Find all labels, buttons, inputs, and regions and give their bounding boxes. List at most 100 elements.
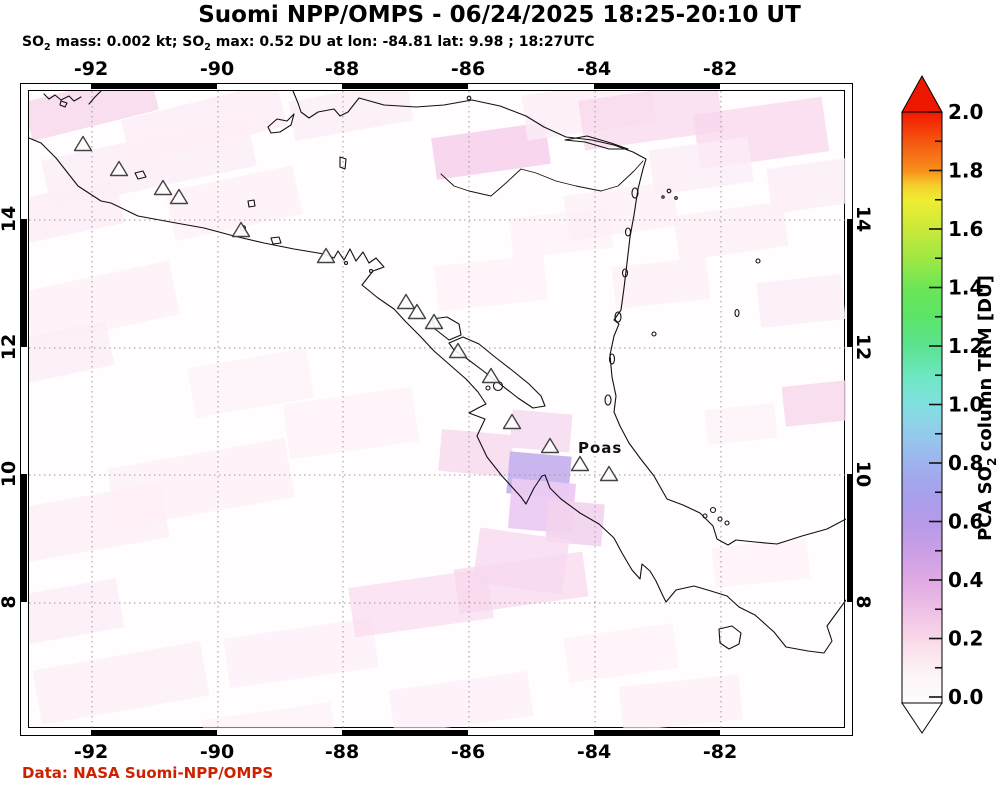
islet-fonseca-2 bbox=[368, 268, 374, 274]
lon-label-top--82: -82 bbox=[702, 58, 738, 80]
so2-patch bbox=[187, 347, 315, 419]
lagoon-miskito-1 bbox=[604, 394, 612, 406]
so2-patch bbox=[756, 274, 846, 328]
colorbar-ticks bbox=[929, 111, 942, 698]
lon-label-bottom--88: -88 bbox=[324, 741, 360, 763]
lagoon-miskito-6 bbox=[631, 187, 639, 199]
lon-label-top--88: -88 bbox=[324, 58, 360, 80]
volcano-marker bbox=[424, 313, 444, 330]
colorbar-tick-label: 1.6 bbox=[948, 217, 983, 241]
so2-patch bbox=[509, 409, 573, 453]
map-canvas bbox=[29, 91, 846, 729]
plot-title: Suomi NPP/OMPS - 06/24/2025 18:25-20:10 … bbox=[198, 2, 801, 28]
lake-yojoa bbox=[339, 156, 347, 170]
colorbar-tick-label: 1.8 bbox=[948, 159, 983, 183]
island-providencia bbox=[755, 258, 761, 264]
lat-label-left-10: 10 bbox=[0, 460, 20, 488]
colorbar-tick-labels: 0.0 0.2 0.4 0.6 0.8 1.0 1.2 1.4 1.6 1.8 2.0 bbox=[948, 100, 983, 709]
so2-patch bbox=[388, 670, 534, 729]
lat-label-left-12: 12 bbox=[0, 333, 20, 361]
so2-patch bbox=[618, 674, 744, 729]
graticule bbox=[29, 91, 846, 729]
volcano-marker bbox=[396, 293, 416, 310]
coastlines bbox=[29, 91, 846, 654]
volcano-marker bbox=[73, 135, 93, 152]
colorbar-arrow-top bbox=[901, 74, 943, 113]
coastline-pacific bbox=[29, 137, 846, 654]
volcano-marker bbox=[448, 342, 468, 359]
axis-bar-right-1 bbox=[847, 474, 853, 602]
axis-bar-left-0 bbox=[21, 219, 27, 347]
coast-marks-mexico bbox=[43, 93, 82, 102]
volcano-marker bbox=[540, 437, 560, 454]
so2-patch bbox=[288, 91, 414, 142]
lagoon-miskito-4 bbox=[621, 268, 629, 278]
so2-patch bbox=[648, 136, 754, 196]
axis-bar-top-1 bbox=[342, 84, 468, 89]
so2-patch bbox=[29, 91, 159, 142]
coast-marks-mexico-3 bbox=[59, 100, 68, 108]
so2-max-label: SO bbox=[182, 34, 205, 50]
so2-patch bbox=[29, 482, 170, 564]
map-area: Poas bbox=[28, 90, 846, 729]
axis-bar-top-0 bbox=[91, 84, 217, 89]
island-bocas-2 bbox=[709, 506, 717, 514]
volcano-marker bbox=[231, 221, 251, 238]
volcano-marker bbox=[316, 247, 336, 264]
volcano-marker bbox=[109, 160, 129, 177]
so2-patch bbox=[29, 260, 181, 346]
volcano-marker bbox=[169, 188, 189, 205]
island-san-andres bbox=[734, 308, 740, 318]
so2-patch bbox=[472, 527, 570, 595]
lon-label-bottom--84: -84 bbox=[576, 741, 612, 763]
colorbar-tick-label: 0.4 bbox=[948, 568, 983, 592]
so2-patch bbox=[282, 386, 420, 460]
lat-label-left-8: 8 bbox=[0, 595, 20, 609]
cay-miskito-2 bbox=[674, 196, 678, 200]
lat-label-right-8: 8 bbox=[852, 595, 874, 609]
lake-ilopango bbox=[270, 236, 282, 245]
lon-label-top--84: -84 bbox=[576, 58, 612, 80]
colorbar-arrow-bottom bbox=[901, 702, 943, 734]
axis-bar-bottom-1 bbox=[342, 730, 468, 735]
volcano-marker bbox=[502, 413, 522, 430]
island-bocas-1 bbox=[702, 513, 708, 519]
island-zapatera bbox=[485, 385, 491, 391]
so2-patch bbox=[611, 257, 711, 309]
colorbar-tick-label: 0.8 bbox=[948, 451, 983, 475]
river-coco bbox=[440, 160, 644, 197]
lagoon-miskito-2 bbox=[608, 353, 616, 365]
lat-label-right-12: 12 bbox=[852, 333, 874, 361]
colorbar-tick-label: 1.4 bbox=[948, 276, 983, 300]
colorbar-tick-label: 0.0 bbox=[948, 685, 983, 709]
so2-patch bbox=[711, 538, 811, 588]
lake-izabal bbox=[267, 113, 295, 134]
cay-honduras bbox=[466, 95, 472, 101]
volcano-marker bbox=[599, 465, 619, 482]
colorbar-tick-label: 0.2 bbox=[948, 627, 983, 651]
lon-label-top--92: -92 bbox=[73, 58, 109, 80]
volcano-label-poas: Poas bbox=[578, 439, 623, 457]
cay-miskito-3 bbox=[661, 195, 665, 199]
coastline-caribbean bbox=[292, 91, 846, 546]
so2-patch bbox=[223, 617, 379, 689]
volcano-marker bbox=[481, 367, 501, 384]
so2-patch bbox=[431, 122, 551, 180]
coast-marks-mexico-2 bbox=[88, 91, 102, 105]
colorbar-tick-label: 0.6 bbox=[948, 510, 983, 534]
so2-patch bbox=[545, 499, 605, 547]
lat-label-right-10: 10 bbox=[852, 460, 874, 488]
axis-bar-left-1 bbox=[21, 474, 27, 602]
so2-patch bbox=[563, 623, 679, 683]
lon-label-bottom--92: -92 bbox=[73, 741, 109, 763]
axis-bar-top-2 bbox=[594, 84, 720, 89]
lon-label-top--90: -90 bbox=[199, 58, 235, 80]
island-coiba bbox=[718, 625, 742, 650]
so2-patch bbox=[32, 641, 210, 725]
so2-mass-label: SO bbox=[22, 34, 44, 50]
axis-bar-bottom-2 bbox=[594, 730, 720, 735]
lagoon-miskito-3 bbox=[614, 311, 622, 323]
lat-label-left-14: 14 bbox=[0, 205, 20, 233]
lake-guija bbox=[247, 199, 256, 208]
so2-patch bbox=[29, 320, 115, 386]
